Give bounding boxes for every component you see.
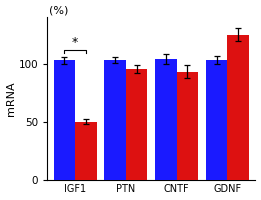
Text: *: * bbox=[72, 36, 78, 49]
Bar bbox=[75, 122, 97, 180]
Bar bbox=[104, 60, 126, 180]
Bar bbox=[54, 60, 75, 180]
Bar bbox=[126, 69, 147, 180]
Bar bbox=[155, 59, 177, 180]
Bar bbox=[177, 72, 198, 180]
Bar bbox=[206, 60, 227, 180]
Y-axis label: mRNA: mRNA bbox=[5, 81, 16, 116]
Bar bbox=[227, 35, 249, 180]
Text: (%): (%) bbox=[49, 5, 68, 15]
